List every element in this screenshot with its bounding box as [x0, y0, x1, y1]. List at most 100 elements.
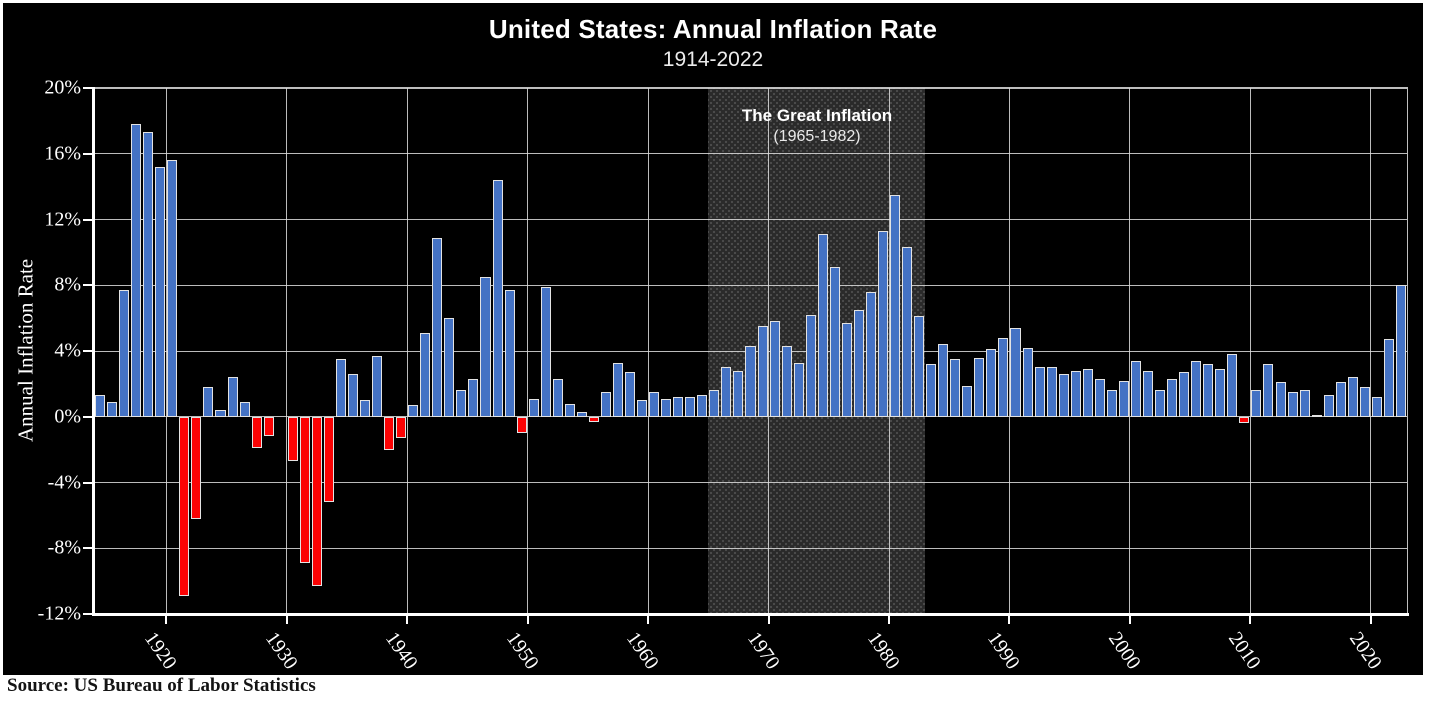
x-tick-label: 1920	[140, 628, 182, 674]
v-gridline	[1370, 88, 1372, 614]
x-axis-line	[92, 613, 1409, 616]
bar-1966	[721, 367, 732, 417]
h-gridline	[94, 482, 1407, 483]
v-gridline	[1129, 88, 1131, 614]
bar-2009	[1239, 416, 1250, 424]
bar-1968	[745, 346, 756, 417]
bar-1970	[769, 321, 780, 417]
y-tick-label: 8%	[54, 273, 81, 296]
h-gridline	[94, 547, 1407, 549]
v-gridline	[1249, 88, 1251, 614]
bar-1946	[480, 277, 491, 417]
bar-2016	[1323, 395, 1334, 417]
h-gridline	[94, 284, 1407, 286]
chart-panel: United States: Annual Inflation Rate 191…	[3, 3, 1423, 675]
bar-2005	[1191, 360, 1202, 417]
h-gridline	[94, 219, 1407, 220]
bar-2014	[1299, 390, 1310, 417]
bar-1974	[817, 234, 828, 417]
x-tick-mark	[526, 616, 529, 624]
x-tick-label: 1990	[983, 628, 1025, 674]
y-tick-label: -8%	[47, 536, 81, 559]
source-note: Source: US Bureau of Labor Statistics	[7, 675, 316, 696]
bar-1982	[914, 316, 925, 417]
bar-1951	[540, 286, 551, 417]
bar-1921	[179, 416, 190, 596]
bar-2006	[1203, 364, 1214, 417]
bar-1918	[143, 132, 154, 417]
x-tick-label: 2010	[1224, 628, 1266, 674]
bar-1938	[384, 416, 395, 450]
y-axis-title: Annual Inflation Rate	[13, 258, 38, 442]
x-tick-label: 1950	[501, 628, 543, 674]
plot-area: The Great Inflation (1965-1982) 20% 16% 12…	[38, 77, 1409, 673]
bar-1927	[251, 416, 262, 448]
bar-1924	[215, 410, 226, 417]
bar-1971	[781, 346, 792, 417]
bar-1995	[1070, 370, 1081, 417]
x-tick-label: 1980	[862, 628, 904, 674]
bar-1975	[829, 267, 840, 417]
bar-2000	[1130, 360, 1141, 417]
bar-1947	[492, 180, 503, 417]
band-annotation: The Great Inflation (1965-1982)	[742, 106, 892, 146]
bar-1949	[516, 416, 527, 434]
bar-1952	[552, 378, 563, 417]
bar-1965	[709, 390, 720, 417]
chart-subtitle: 1914-2022	[662, 48, 764, 71]
bar-2022	[1395, 285, 1406, 417]
bar-1981	[902, 247, 913, 417]
bar-1914	[95, 395, 106, 417]
x-tick-mark	[285, 616, 288, 624]
y-tick-mark	[83, 613, 92, 615]
y-tick-mark	[83, 547, 92, 550]
x-tick-label: 1930	[260, 628, 302, 674]
x-tick-mark	[767, 616, 770, 624]
bar-1987	[974, 357, 985, 417]
bar-1948	[504, 290, 515, 417]
x-tick-mark	[1369, 616, 1372, 624]
bar-2017	[1335, 382, 1346, 417]
y-tick-label: -4%	[47, 471, 81, 493]
bar-1994	[1058, 374, 1069, 417]
bar-1992	[1034, 367, 1045, 417]
bar-2020	[1371, 397, 1382, 417]
y-tick-label: 20%	[44, 76, 81, 99]
bar-1961	[661, 398, 672, 417]
bar-1926	[239, 401, 250, 417]
bar-2018	[1347, 377, 1358, 417]
x-tick-mark	[1128, 616, 1131, 624]
bar-1916	[119, 290, 130, 417]
bar-2012	[1275, 382, 1286, 417]
bar-1989	[998, 337, 1009, 417]
bar-1993	[1046, 367, 1057, 417]
bar-2010	[1251, 390, 1262, 417]
bar-1969	[757, 326, 768, 417]
bar-1976	[841, 323, 852, 417]
bar-2008	[1227, 354, 1238, 417]
bar-1950	[528, 398, 539, 417]
bar-1930	[287, 416, 298, 462]
bar-1960	[649, 392, 660, 417]
bar-2002	[1155, 390, 1166, 417]
bar-2007	[1215, 369, 1226, 417]
x-tick-mark	[647, 616, 650, 624]
x-tick-mark	[406, 616, 409, 624]
v-gridline	[527, 88, 529, 614]
bar-1958	[625, 372, 636, 417]
bar-1978	[865, 291, 876, 417]
bar-1932	[311, 416, 322, 587]
x-tick-mark	[1249, 616, 1252, 624]
v-gridline	[286, 88, 288, 614]
y-tick-label: 16%	[44, 142, 81, 165]
bar-1943	[444, 318, 455, 417]
y-axis-line	[92, 87, 95, 615]
x-tick-mark	[888, 616, 891, 624]
bar-1937	[372, 355, 383, 417]
v-gridline	[647, 88, 649, 614]
bar-2011	[1263, 364, 1274, 417]
y-tick-mark	[83, 350, 92, 352]
bar-1964	[697, 395, 708, 417]
bar-1956	[600, 392, 611, 417]
